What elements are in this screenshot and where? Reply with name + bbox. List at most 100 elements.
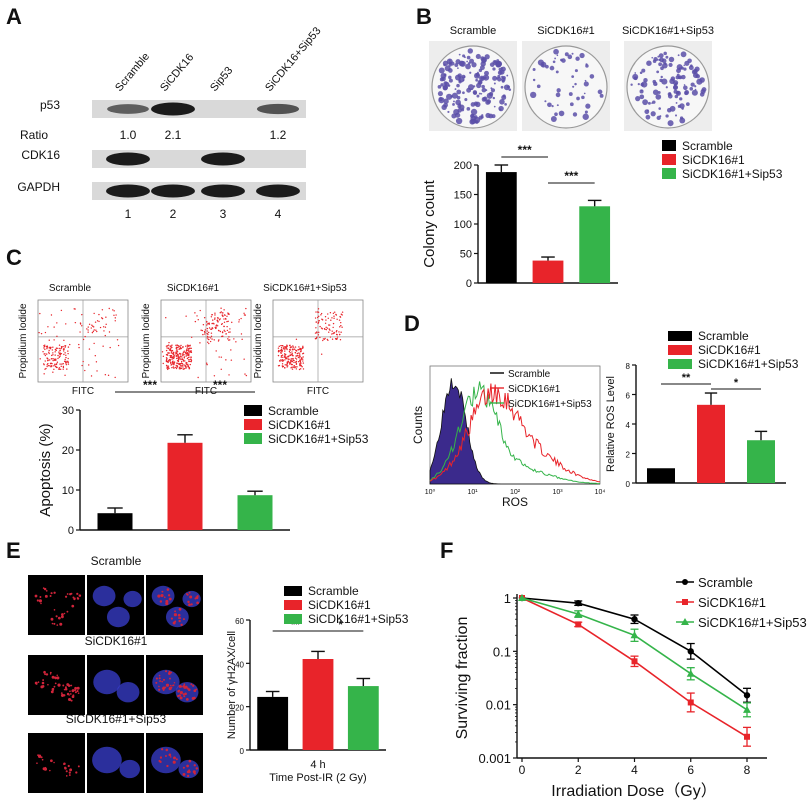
event-dot bbox=[47, 364, 50, 367]
event-dot bbox=[46, 364, 48, 366]
colony bbox=[683, 64, 686, 67]
event-dot bbox=[277, 347, 280, 349]
event-dot bbox=[56, 335, 58, 337]
histogram-x-tick: 10⁴ bbox=[595, 489, 606, 496]
colony bbox=[554, 57, 557, 60]
event-dot bbox=[53, 326, 55, 328]
foci bbox=[44, 766, 47, 769]
event-dot bbox=[173, 356, 175, 359]
colony bbox=[443, 81, 448, 86]
event-dot bbox=[299, 363, 301, 365]
blot-band bbox=[151, 102, 195, 116]
event-dot bbox=[339, 316, 342, 318]
colony bbox=[457, 73, 462, 78]
event-dot bbox=[298, 352, 300, 354]
event-dot bbox=[102, 345, 104, 347]
event-dot bbox=[319, 336, 321, 339]
y-tick-label: 0 bbox=[466, 278, 472, 290]
colony bbox=[689, 86, 694, 91]
colony bbox=[651, 56, 654, 59]
colony bbox=[658, 53, 664, 59]
event-dot bbox=[226, 325, 228, 328]
event-dot bbox=[331, 333, 333, 335]
event-dot bbox=[46, 347, 48, 350]
event-dot bbox=[286, 347, 288, 350]
event-dot bbox=[62, 365, 65, 368]
event-dot bbox=[220, 311, 222, 313]
event-dot bbox=[194, 320, 197, 323]
colony bbox=[668, 56, 675, 63]
event-dot bbox=[187, 365, 189, 367]
event-dot bbox=[208, 342, 210, 345]
foci bbox=[183, 683, 186, 686]
event-dot bbox=[47, 359, 49, 362]
colony bbox=[547, 102, 552, 108]
colony bbox=[665, 86, 668, 89]
legend-label: SiCDK16#1+Sip53 bbox=[308, 612, 409, 626]
colony bbox=[679, 117, 686, 124]
foci bbox=[184, 692, 187, 696]
colony bbox=[469, 118, 476, 125]
y-tick-label: 20 bbox=[235, 704, 244, 713]
colony bbox=[463, 75, 466, 78]
colony bbox=[549, 65, 555, 71]
event-dot bbox=[42, 351, 44, 353]
event-dot bbox=[228, 339, 230, 341]
event-dot bbox=[52, 354, 54, 356]
event-dot bbox=[96, 370, 98, 372]
colony bbox=[574, 82, 577, 86]
event-dot bbox=[211, 327, 213, 329]
event-dot bbox=[227, 338, 229, 340]
event-dot bbox=[184, 351, 187, 354]
colony bbox=[480, 76, 484, 80]
blot-band bbox=[201, 152, 245, 166]
event-dot bbox=[179, 362, 181, 365]
data-point bbox=[686, 669, 695, 677]
event-dot bbox=[51, 358, 53, 360]
event-dot bbox=[173, 354, 175, 357]
foci bbox=[60, 693, 65, 697]
colony bbox=[458, 60, 465, 67]
event-dot bbox=[302, 360, 304, 362]
foci bbox=[157, 594, 161, 598]
event-dot bbox=[101, 317, 104, 320]
event-dot bbox=[185, 355, 187, 357]
nucleus bbox=[93, 669, 121, 695]
event-dot bbox=[168, 347, 170, 349]
event-dot bbox=[43, 373, 45, 375]
event-dot bbox=[179, 345, 181, 348]
event-dot bbox=[336, 336, 339, 338]
event-dot bbox=[281, 363, 284, 365]
event-dot bbox=[64, 358, 66, 361]
foci bbox=[158, 677, 161, 680]
foci bbox=[186, 593, 189, 596]
event-dot bbox=[290, 367, 292, 369]
colony bbox=[658, 58, 661, 62]
event-dot bbox=[190, 358, 192, 361]
legend-marker bbox=[681, 618, 689, 625]
colony bbox=[584, 79, 587, 82]
event-dot bbox=[176, 365, 179, 368]
event-dot bbox=[219, 312, 221, 314]
colony bbox=[637, 83, 640, 86]
event-dot bbox=[179, 353, 182, 355]
event-dot bbox=[58, 352, 61, 355]
event-dot bbox=[58, 351, 60, 353]
event-dot bbox=[286, 362, 289, 364]
legend-swatch bbox=[284, 614, 302, 624]
foci bbox=[59, 622, 63, 626]
colony bbox=[498, 105, 504, 112]
event-dot bbox=[181, 365, 183, 367]
event-dot bbox=[190, 347, 192, 350]
event-dot bbox=[65, 360, 67, 363]
panel-letter-E: E bbox=[6, 538, 21, 563]
colony bbox=[470, 102, 476, 107]
event-dot bbox=[189, 356, 191, 358]
event-dot bbox=[244, 373, 246, 375]
foci bbox=[50, 592, 53, 595]
colony bbox=[481, 87, 487, 93]
foci bbox=[65, 770, 68, 773]
event-dot bbox=[108, 331, 111, 333]
event-dot bbox=[50, 314, 53, 316]
